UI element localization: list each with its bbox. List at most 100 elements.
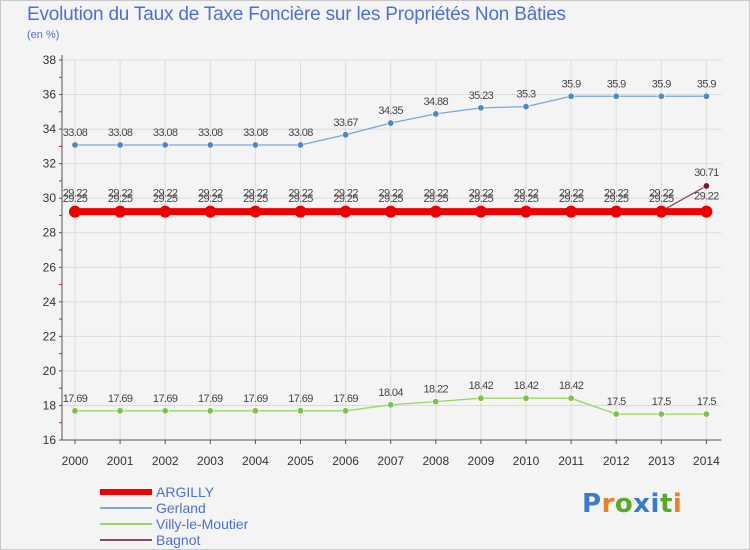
data-label-gerland-2002: 33.08 [153, 127, 178, 139]
chart-legend: ARGILLY Gerland Villy-le-Moutier Bagnot [100, 484, 360, 548]
data-point-villy-le-moutier-2011 [567, 394, 575, 402]
data-label-bagnot-2001: 29.25 [108, 193, 133, 205]
data-point-gerland-2001 [116, 141, 124, 149]
data-label-gerland-2004: 33.08 [243, 127, 268, 139]
logo-letter: r [601, 489, 615, 519]
ytick-label-32: 32 [43, 157, 57, 171]
data-label-villy-le-moutier-2013: 17.5 [652, 396, 671, 408]
data-label-villy-le-moutier-2001: 17.69 [108, 393, 133, 405]
data-label-gerland-2009: 35.23 [469, 90, 494, 102]
data-label-villy-le-moutier-2014: 17.5 [697, 396, 716, 408]
data-point-gerland-2002 [161, 141, 169, 149]
data-label-villy-le-moutier-2009: 18.42 [469, 380, 494, 392]
data-point-gerland-2014 [702, 92, 710, 100]
ytick-label-16: 16 [43, 433, 57, 447]
chart-subtitle: (en %) [27, 29, 60, 41]
data-label-villy-le-moutier-2000: 17.69 [63, 393, 88, 405]
legend-item-gerland: Gerland [100, 500, 360, 516]
data-point-argilly-2008 [429, 205, 442, 218]
data-label-bagnot-2005: 29.25 [288, 193, 313, 205]
data-label-argilly-2008: 29.22 [424, 188, 449, 200]
data-label-gerland-2010: 35.3 [516, 89, 535, 101]
data-point-villy-le-moutier-2013 [657, 410, 665, 418]
data-label-gerland-2001: 33.08 [108, 127, 133, 139]
xtick-label-2006: 2006 [332, 454, 359, 468]
xtick-label-2008: 2008 [422, 454, 449, 468]
data-label-villy-le-moutier-2008: 18.22 [424, 384, 449, 396]
ytick-label-38: 38 [43, 53, 57, 67]
data-point-villy-le-moutier-2006 [342, 407, 350, 415]
xtick-label-2009: 2009 [468, 454, 495, 468]
data-label-bagnot-2007: 29.25 [378, 193, 403, 205]
data-label-gerland-2014: 35.9 [697, 78, 716, 90]
data-point-gerland-2000 [71, 141, 79, 149]
data-point-villy-le-moutier-2008 [432, 398, 440, 406]
data-label-bagnot-2011: 29.25 [559, 193, 584, 205]
ytick-label-20: 20 [43, 364, 57, 378]
data-point-gerland-2012 [612, 92, 620, 100]
logo-letter: x [633, 489, 651, 519]
data-label-villy-le-moutier-2005: 17.69 [288, 393, 313, 405]
data-label-argilly-2006: 29.22 [333, 188, 358, 200]
data-point-villy-le-moutier-2012 [612, 410, 620, 418]
data-label-argilly-2007: 29.22 [378, 188, 403, 200]
data-point-argilly-2000 [69, 205, 81, 218]
data-label-argilly-2009: 29.22 [469, 188, 494, 200]
chart-title: Evolution du Taux de Taxe Foncière sur l… [27, 4, 566, 25]
xtick-label-2012: 2012 [603, 454, 630, 468]
data-label-villy-le-moutier-2006: 17.69 [333, 393, 358, 405]
data-label-bagnot-2003: 29.25 [198, 193, 223, 205]
data-point-gerland-2009 [477, 104, 485, 112]
data-label-gerland-2000: 33.08 [63, 127, 88, 139]
data-point-villy-le-moutier-2007 [387, 401, 395, 409]
logo-letter: P [582, 489, 602, 519]
legend-label-gerland: Gerland [156, 500, 206, 516]
data-label-argilly-2011: 29.22 [559, 188, 584, 200]
data-point-gerland-2005 [296, 141, 304, 149]
xtick-label-2013: 2013 [648, 454, 675, 468]
ytick-label-34: 34 [43, 122, 57, 136]
data-label-bagnot-2009: 29.25 [469, 193, 494, 205]
data-point-villy-le-moutier-2004 [251, 407, 259, 415]
data-label-gerland-2007: 34.35 [378, 105, 403, 117]
legend-swatch-argilly [100, 489, 152, 495]
proxiti-logo: Proxiti [582, 489, 682, 519]
xtick-label-2014: 2014 [693, 454, 720, 468]
data-label-bagnot-2012: 29.25 [604, 193, 629, 205]
data-point-argilly-2012 [610, 205, 623, 218]
data-label-argilly-2004: 29.22 [243, 188, 268, 200]
data-point-villy-le-moutier-2003 [206, 407, 214, 415]
data-label-villy-le-moutier-2012: 17.5 [607, 396, 626, 408]
ytick-label-28: 28 [43, 226, 57, 240]
xtick-label-2002: 2002 [152, 454, 179, 468]
data-point-argilly-2006 [339, 205, 352, 218]
logo-letter: i [650, 489, 660, 519]
ytick-label-26: 26 [43, 260, 57, 274]
data-label-gerland-2003: 33.08 [198, 127, 223, 139]
data-label-bagnot-2013: 29.25 [649, 193, 674, 205]
data-point-gerland-2010 [522, 103, 530, 111]
data-label-bagnot-2000: 29.25 [63, 193, 88, 205]
data-point-villy-le-moutier-2010 [522, 394, 530, 402]
legend-label-argilly: ARGILLY [156, 484, 215, 500]
legend-swatch-gerland [100, 507, 152, 509]
data-point-argilly-2009 [474, 205, 487, 218]
data-label-argilly-2000: 29.22 [63, 188, 88, 200]
ytick-label-36: 36 [43, 88, 57, 102]
data-label-bagnot-2014: 30.71 [694, 167, 719, 179]
data-label-villy-le-moutier-2011: 18.42 [559, 380, 584, 392]
legend-label-bagnot: Bagnot [156, 532, 201, 548]
data-label-argilly-2002: 29.22 [153, 188, 178, 200]
xtick-label-2010: 2010 [513, 454, 540, 468]
data-label-villy-le-moutier-2003: 17.69 [198, 393, 223, 405]
xtick-label-2005: 2005 [287, 454, 314, 468]
data-point-gerland-2007 [387, 119, 395, 127]
xtick-label-2003: 2003 [197, 454, 224, 468]
legend-item-bagnot: Bagnot [100, 532, 360, 548]
data-label-gerland-2005: 33.08 [288, 127, 313, 139]
data-point-villy-le-moutier-2000 [71, 407, 79, 415]
data-label-argilly-2003: 29.22 [198, 188, 223, 200]
data-label-villy-le-moutier-2007: 18.04 [378, 387, 403, 399]
